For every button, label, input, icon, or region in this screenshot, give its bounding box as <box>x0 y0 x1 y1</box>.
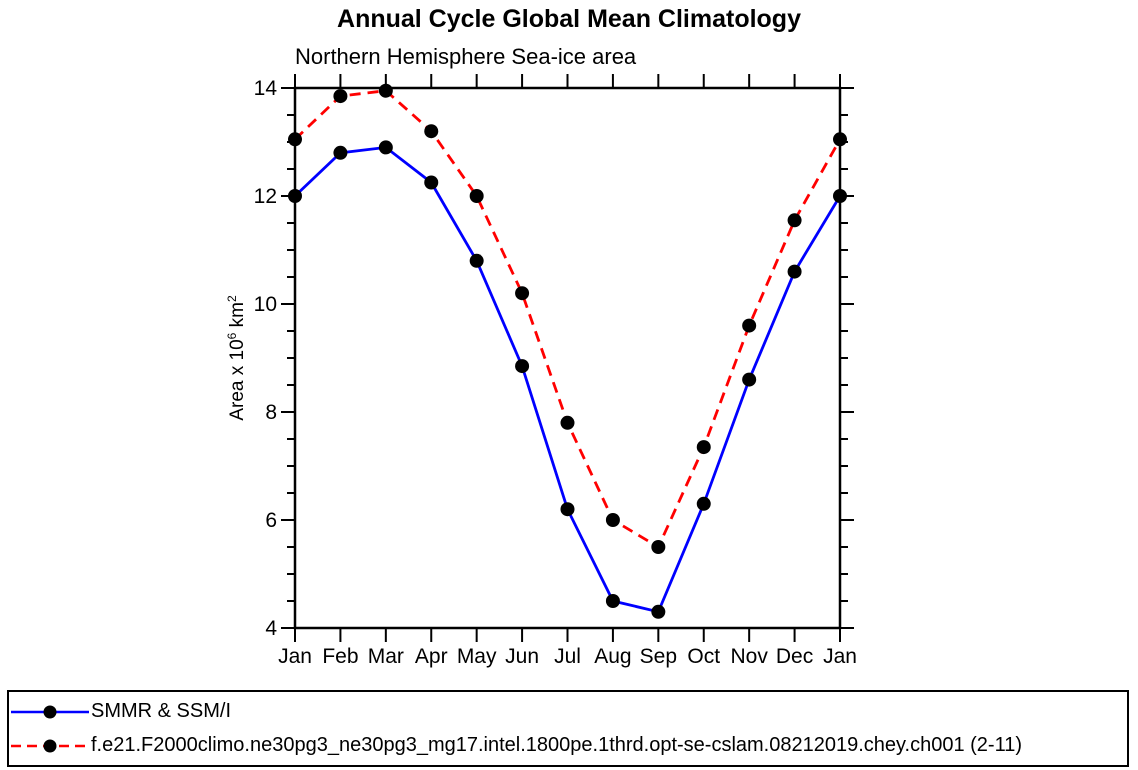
x-tick-label: Aug <box>594 645 631 668</box>
legend-line-sample-dashed <box>11 739 89 752</box>
x-tick-label: Mar <box>368 645 404 668</box>
y-tick-label: 14 <box>254 77 278 100</box>
series-1-marker <box>424 124 439 139</box>
x-tick-label: Dec <box>776 645 813 668</box>
series-0-marker <box>833 189 847 203</box>
legend-box: SMMR & SSM/I f.e21.F2000climo.ne30pg3_ne… <box>7 690 1129 767</box>
series-0-marker <box>469 253 484 268</box>
x-tick-label: Jan <box>823 645 857 668</box>
x-tick-label: Apr <box>415 645 448 668</box>
y-tick-label: 4 <box>265 617 277 640</box>
legend-marker-dot <box>43 705 57 718</box>
series-1-marker <box>469 189 484 203</box>
series-0-marker <box>651 604 666 619</box>
x-tick-label: Sep <box>640 645 677 668</box>
series-1-marker <box>333 89 348 104</box>
series-1-marker <box>742 318 757 333</box>
legend-marker-dot <box>43 739 57 752</box>
series-0-marker <box>560 502 575 517</box>
series-1-marker <box>696 440 711 455</box>
series-1-marker <box>787 213 802 228</box>
x-tick-label: Jul <box>554 645 581 668</box>
series-1-marker <box>288 132 302 147</box>
chart-title: Annual Cycle Global Mean Climatology <box>337 5 801 33</box>
legend-line-sample-solid <box>11 705 89 718</box>
x-tick-label: Jan <box>278 645 312 668</box>
x-tick-label: Oct <box>687 645 720 668</box>
y-tick-label: 12 <box>254 185 277 208</box>
series-1-marker <box>605 513 620 527</box>
series-0-marker <box>333 145 348 160</box>
x-tick-label: May <box>457 645 497 668</box>
legend-item-observations: SMMR & SSM/I <box>9 695 1127 729</box>
y-tick-label: 10 <box>254 293 277 316</box>
series-1-marker <box>560 415 575 430</box>
series-0-marker <box>288 189 302 203</box>
legend-label-model: f.e21.F2000climo.ne30pg3_ne30pg3_mg17.in… <box>91 734 1023 756</box>
chart-subtitle: Northern Hemisphere Sea-ice area <box>295 44 637 69</box>
series-1-marker <box>833 132 847 147</box>
series-1-marker <box>651 540 666 554</box>
series-1-marker <box>378 83 393 98</box>
series-0-marker <box>787 264 802 279</box>
y-tick-label: 8 <box>265 401 277 424</box>
series-0-marker <box>515 359 530 374</box>
legend-item-model: f.e21.F2000climo.ne30pg3_ne30pg3_mg17.in… <box>9 729 1127 763</box>
series-0-marker <box>424 175 439 190</box>
x-tick-label: Nov <box>730 645 768 668</box>
legend-label-observations: SMMR & SSM/I <box>91 700 232 722</box>
series-line-1 <box>294 89 842 550</box>
series-line-0 <box>294 145 842 614</box>
x-tick-label: Feb <box>322 645 358 668</box>
series-0-marker <box>605 594 620 608</box>
series-0-marker <box>696 496 711 511</box>
series-0-marker <box>378 140 393 155</box>
y-tick-label: 6 <box>265 509 277 532</box>
x-tick-label: Jun <box>505 645 539 668</box>
series-1-marker <box>515 286 530 301</box>
series-0-marker <box>742 372 757 387</box>
